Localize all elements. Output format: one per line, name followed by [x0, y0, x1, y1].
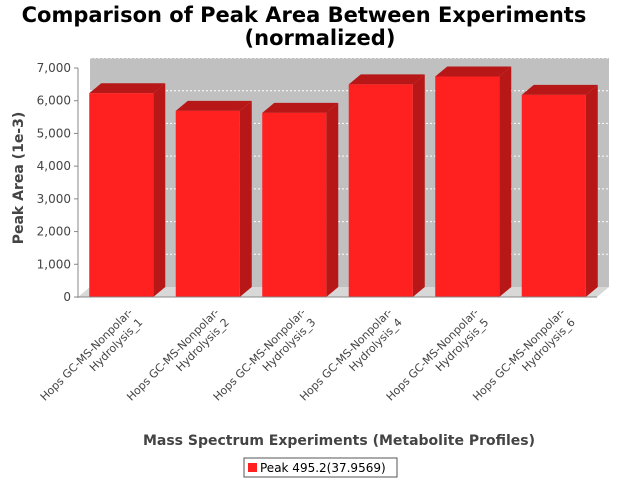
bar-top	[89, 83, 166, 94]
gridline-side	[77, 253, 91, 265]
bar-front	[175, 110, 240, 297]
bars	[89, 66, 598, 298]
y-tick-label: 7,000	[37, 61, 71, 75]
bar-top	[521, 84, 598, 95]
gridline-side	[77, 188, 91, 200]
bar-side	[326, 102, 339, 297]
y-tick-label: 5,000	[37, 126, 71, 140]
gridline-side	[77, 155, 91, 167]
legend-box	[243, 457, 398, 478]
legend-entry-label: Peak 495.2(37.9569)	[260, 461, 386, 475]
bar	[435, 66, 512, 298]
y-tick-label: 2,000	[37, 225, 71, 239]
bar-side	[499, 66, 512, 298]
bar-front	[262, 112, 327, 297]
y-tick-label: 1,000	[37, 257, 71, 271]
bar-side	[239, 100, 252, 297]
chart-title-line-2: (normalized)	[245, 26, 396, 50]
bar	[521, 84, 598, 297]
bar-side	[153, 83, 166, 297]
x-category-label-line: Hops GC-MS-Nonpolar-	[38, 306, 136, 404]
legend-swatch	[248, 463, 257, 472]
bar-top	[175, 100, 252, 111]
bar	[175, 100, 252, 297]
gridline-side	[77, 90, 91, 102]
bar	[262, 102, 339, 297]
y-tick-label: 4,000	[37, 159, 71, 173]
chart-title-line-1: Comparison of Peak Area Between Experime…	[22, 3, 587, 27]
bar-front	[521, 94, 586, 297]
axes	[74, 67, 597, 298]
y-tick-label: 6,000	[37, 94, 71, 108]
y-tick-label: 3,000	[37, 192, 71, 206]
y-tick-label: 0	[63, 290, 71, 304]
bar-top	[262, 102, 339, 113]
bar-front	[348, 84, 413, 297]
bar-top	[435, 66, 512, 77]
gridline-side	[77, 123, 91, 134]
gridline-side	[77, 57, 91, 69]
legend: Peak 495.2(37.9569)	[243, 457, 398, 478]
x-axis-label: Mass Spectrum Experiments (Metabolite Pr…	[143, 433, 535, 449]
gridline-side	[77, 221, 91, 232]
bar	[348, 74, 425, 297]
bar	[89, 83, 166, 297]
bar-side	[585, 84, 598, 297]
bar-side	[412, 74, 425, 297]
bar-front	[89, 93, 154, 297]
bar-front	[435, 76, 500, 298]
y-axis-label: Peak Area (1e-3)	[11, 112, 27, 245]
bar-top	[348, 74, 425, 85]
y-tick-labels: 0 1,000 2,000 3,000 4,000 5,000 6,000 7,000	[37, 61, 71, 304]
